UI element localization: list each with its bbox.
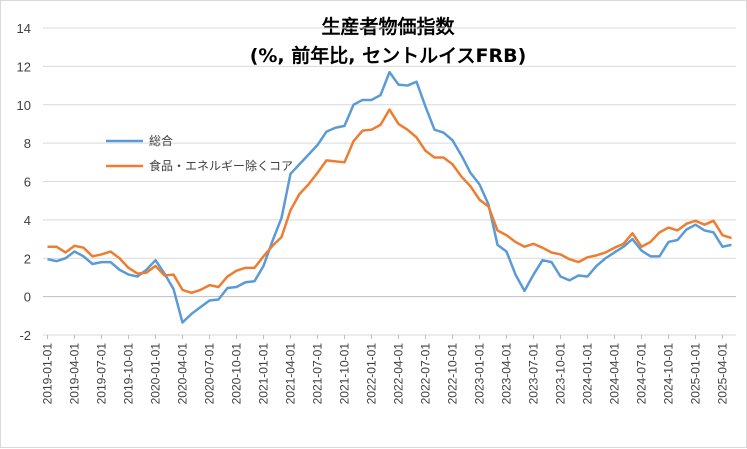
x-tick-label: 2021-04-01 bbox=[284, 343, 298, 405]
y-tick-label: 12 bbox=[17, 59, 31, 74]
y-tick-label: 8 bbox=[24, 136, 31, 151]
chart-title-line-2: (%, 前年比, セントルイスFRB) bbox=[250, 44, 527, 67]
x-tick-label: 2022-10-01 bbox=[446, 343, 460, 405]
x-tick-label: 2023-01-01 bbox=[473, 343, 487, 405]
y-tick-label: 0 bbox=[24, 290, 31, 305]
x-tick-label: 2019-10-01 bbox=[122, 343, 136, 405]
series-line-2 bbox=[47, 108, 732, 295]
x-tick-label: 2019-01-01 bbox=[41, 343, 55, 405]
x-tick-label: 2021-01-01 bbox=[257, 343, 271, 405]
y-tick-label: -2 bbox=[19, 328, 31, 343]
x-tick-label: 2024-10-01 bbox=[662, 343, 676, 405]
chart-title-line-1: 生産者物価指数 bbox=[321, 15, 455, 38]
x-tick-label: 2024-01-01 bbox=[581, 343, 595, 405]
x-axis: 2019-01-01 2019-04-01 2019-07-01 2019-10-01… bbox=[41, 335, 730, 404]
x-tick-label: 2023-07-01 bbox=[527, 343, 541, 405]
x-tick-label: 2022-07-01 bbox=[419, 343, 433, 405]
x-tick-label: 2021-07-01 bbox=[311, 343, 325, 405]
y-tick-label: 10 bbox=[17, 98, 31, 113]
y-tick-label: 4 bbox=[24, 213, 31, 228]
x-tick-label: 2019-04-01 bbox=[68, 343, 82, 405]
x-tick-label: 2024-04-01 bbox=[608, 343, 622, 405]
x-tick-label: 2021-10-01 bbox=[338, 343, 352, 405]
x-tick-label: 2020-01-01 bbox=[149, 343, 163, 405]
x-tick-label: 2020-04-01 bbox=[176, 343, 190, 405]
x-tick-label: 2022-01-01 bbox=[365, 343, 379, 405]
y-axis: -2 0 2 4 6 8 10 12 14 bbox=[17, 21, 31, 343]
x-tick-label: 2024-07-01 bbox=[635, 343, 649, 405]
x-tick-label: 2023-04-01 bbox=[500, 343, 514, 405]
x-tick-label: 2025-04-01 bbox=[716, 343, 730, 405]
legend-label-series-1: 総合 bbox=[149, 133, 173, 148]
gridlines bbox=[43, 27, 736, 336]
series-lines bbox=[47, 70, 732, 324]
x-tick-label: 2020-07-01 bbox=[203, 343, 217, 405]
legend: 総合 食品・エネルギー除くコア bbox=[106, 133, 293, 173]
y-tick-label: 14 bbox=[17, 21, 31, 36]
x-tick-label: 2022-04-01 bbox=[392, 343, 406, 405]
y-tick-label: 2 bbox=[24, 251, 31, 266]
x-tick-label: 2023-10-01 bbox=[554, 343, 568, 405]
x-tick-label: 2025-01-01 bbox=[689, 343, 703, 405]
x-tick-label: 2019-07-01 bbox=[95, 343, 109, 405]
x-tick-label: 2020-10-01 bbox=[230, 343, 244, 405]
series-line-1 bbox=[47, 70, 732, 324]
legend-label-series-2: 食品・エネルギー除くコア bbox=[149, 158, 293, 173]
y-tick-label: 6 bbox=[24, 175, 31, 190]
